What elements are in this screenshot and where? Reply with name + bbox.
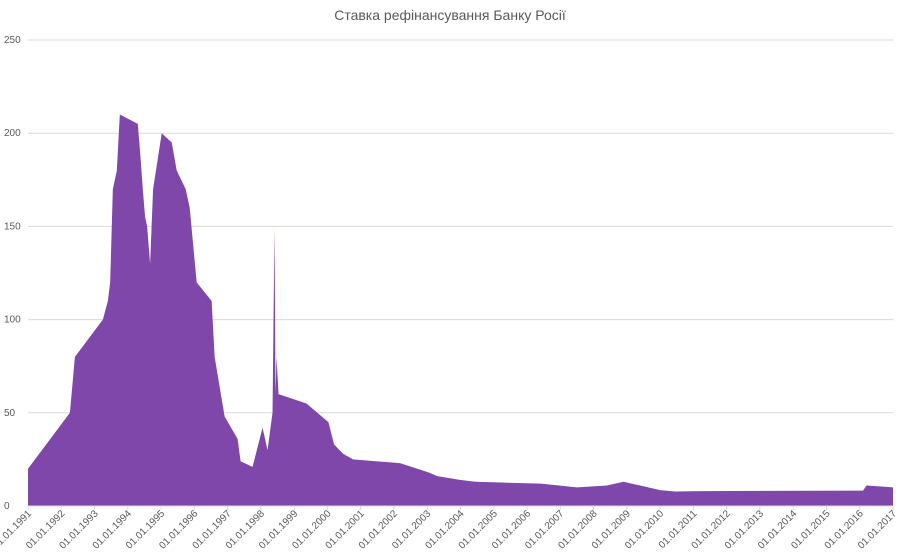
y-tick-label: 250 [4,35,21,46]
y-tick-label: 50 [4,408,16,419]
area [28,114,893,506]
y-tick-label: 200 [4,128,21,139]
y-tick-label: 150 [4,221,21,232]
y-tick-label: 0 [4,501,10,512]
y-tick-label: 100 [4,315,21,326]
chart-title: Ставка рефінансування Банку Росії [334,7,566,23]
